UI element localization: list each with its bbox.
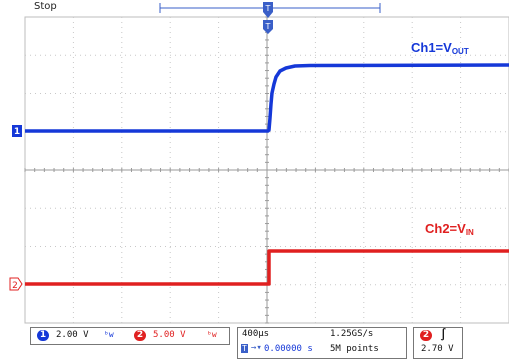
graticule-grid xyxy=(24,16,509,324)
timebase-scale: 400µs xyxy=(242,329,270,339)
channel-scale-box[interactable] xyxy=(30,327,230,345)
trigger-offset-arrow-icon: →▾ xyxy=(251,343,262,353)
ch2-waveform xyxy=(25,249,509,286)
oscilloscope-display: T T 1 2 xyxy=(9,2,509,324)
acquisition-state: Stop xyxy=(34,1,57,12)
trigger-source-badge: 2 xyxy=(420,330,432,341)
trigger-offset-icon: T xyxy=(241,344,248,353)
timebase-position: 0.00000 s xyxy=(264,344,313,354)
trigger-level: 2.70 V xyxy=(421,344,454,354)
svg-text:2: 2 xyxy=(12,281,18,291)
trigger-position-marker[interactable]: T T xyxy=(263,2,273,34)
trigger-slope-icon: ∫ xyxy=(440,328,447,341)
svg-text:1: 1 xyxy=(14,127,20,137)
svg-text:T: T xyxy=(265,22,271,31)
ch1-scale: 2.00 V xyxy=(56,330,89,340)
ch2-annotation: Ch2=VIN xyxy=(425,221,474,237)
timebase-box[interactable] xyxy=(237,327,407,359)
ch1-waveform xyxy=(25,63,509,133)
ch2-badge[interactable]: 2 xyxy=(134,330,146,341)
measurement-status-bar: 1 2.00 V ᵇw 2 5.00 V ᵇw 400µs T →▾ 0.000… xyxy=(0,325,509,361)
ch1-coupling-icon: ᵇw xyxy=(104,330,114,339)
ch1-badge[interactable]: 1 xyxy=(37,330,49,341)
ch2-scale: 5.00 V xyxy=(153,330,186,340)
record-length: 5M points xyxy=(330,344,379,354)
ch1-ground-marker[interactable]: 1 xyxy=(12,125,22,137)
sample-rate: 1.25GS/s xyxy=(330,329,374,339)
ch1-annotation: Ch1=VOUT xyxy=(411,40,469,56)
svg-text:T: T xyxy=(265,4,271,13)
ch2-coupling-icon: ᵇw xyxy=(207,330,217,339)
ch2-ground-marker[interactable]: 2 xyxy=(9,277,23,291)
